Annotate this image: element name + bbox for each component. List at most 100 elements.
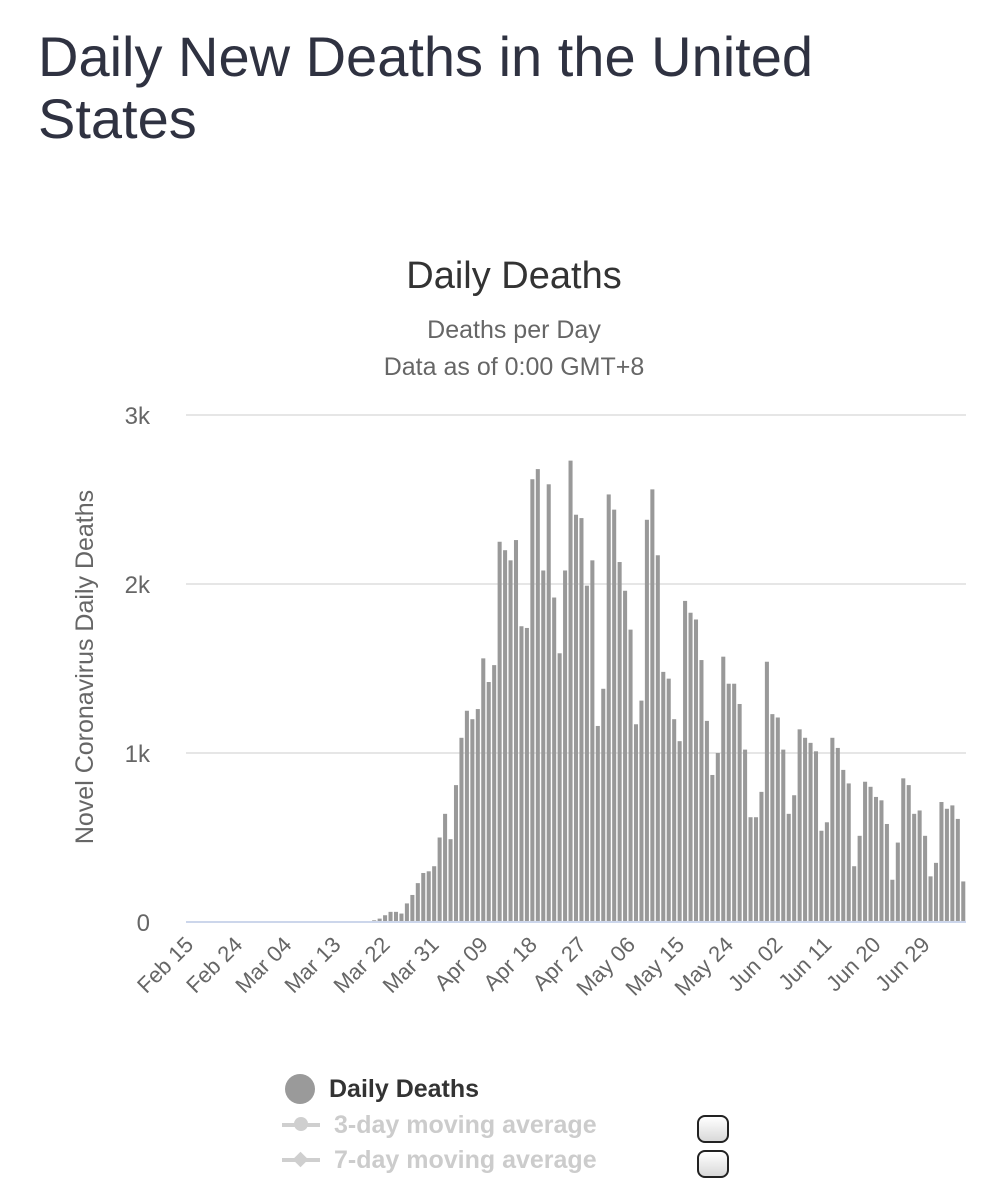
bar[interactable]: [830, 737, 835, 922]
bar[interactable]: [508, 560, 513, 922]
bar[interactable]: [590, 560, 595, 922]
bar[interactable]: [835, 747, 840, 922]
bar[interactable]: [399, 913, 404, 922]
bar[interactable]: [917, 810, 922, 922]
bar[interactable]: [655, 555, 660, 922]
bar[interactable]: [693, 619, 699, 922]
legend-item-daily-deaths[interactable]: Daily Deaths: [282, 1072, 479, 1106]
bar[interactable]: [639, 700, 644, 922]
bar[interactable]: [699, 660, 704, 922]
bar[interactable]: [944, 808, 949, 922]
bar[interactable]: [470, 719, 475, 922]
bar[interactable]: [852, 866, 857, 922]
bar[interactable]: [688, 612, 693, 922]
bar[interactable]: [388, 911, 393, 922]
bar[interactable]: [683, 600, 688, 922]
bar[interactable]: [448, 839, 453, 922]
bar[interactable]: [661, 671, 666, 922]
bar[interactable]: [890, 879, 895, 922]
bar[interactable]: [704, 720, 709, 922]
bar[interactable]: [623, 590, 628, 922]
bar[interactable]: [633, 724, 639, 922]
bar[interactable]: [481, 658, 486, 922]
bar[interactable]: [781, 749, 786, 922]
bar[interactable]: [606, 494, 611, 922]
bar[interactable]: [519, 626, 524, 922]
bar[interactable]: [732, 683, 737, 922]
bar[interactable]: [786, 813, 791, 922]
bar[interactable]: [437, 837, 442, 923]
bar[interactable]: [628, 629, 633, 922]
bar[interactable]: [573, 514, 579, 922]
bar[interactable]: [415, 883, 420, 922]
bar[interactable]: [459, 737, 464, 922]
bar[interactable]: [737, 703, 742, 922]
bar[interactable]: [873, 796, 879, 922]
checkbox-3-day-moving-average[interactable]: [697, 1115, 729, 1143]
bar[interactable]: [568, 460, 573, 922]
bar[interactable]: [486, 682, 491, 922]
bar[interactable]: [421, 872, 426, 922]
bar[interactable]: [475, 709, 480, 922]
bar[interactable]: [868, 786, 873, 922]
bar[interactable]: [672, 719, 677, 922]
bar[interactable]: [901, 778, 906, 922]
bar[interactable]: [743, 749, 748, 922]
bar[interactable]: [726, 683, 731, 922]
bar[interactable]: [497, 541, 502, 922]
bar[interactable]: [797, 729, 802, 922]
bar[interactable]: [677, 741, 682, 922]
bar[interactable]: [770, 714, 775, 922]
bar[interactable]: [764, 661, 769, 922]
bar[interactable]: [579, 518, 584, 922]
bar[interactable]: [906, 785, 911, 922]
bar[interactable]: [666, 678, 671, 922]
bar[interactable]: [443, 813, 448, 922]
bar[interactable]: [792, 795, 797, 922]
bar[interactable]: [846, 783, 851, 922]
bar[interactable]: [824, 822, 829, 922]
checkbox-7-day-moving-average[interactable]: [697, 1150, 729, 1178]
bar[interactable]: [863, 781, 868, 922]
bar[interactable]: [464, 710, 469, 922]
bar[interactable]: [775, 717, 780, 922]
bar[interactable]: [410, 894, 415, 922]
bar[interactable]: [955, 818, 960, 922]
bar[interactable]: [612, 509, 617, 922]
bar[interactable]: [404, 903, 409, 922]
bar[interactable]: [644, 519, 649, 922]
bar[interactable]: [939, 802, 944, 922]
bar[interactable]: [841, 769, 846, 922]
bar[interactable]: [895, 842, 900, 922]
bar[interactable]: [950, 805, 955, 922]
bar[interactable]: [961, 881, 966, 922]
bar[interactable]: [857, 835, 862, 922]
bar[interactable]: [710, 774, 715, 922]
bar[interactable]: [595, 725, 600, 922]
bar[interactable]: [715, 753, 720, 922]
bar[interactable]: [503, 550, 508, 922]
bar[interactable]: [563, 570, 568, 922]
bar[interactable]: [617, 562, 622, 922]
bar[interactable]: [819, 830, 824, 922]
bar[interactable]: [923, 835, 928, 922]
bar[interactable]: [513, 540, 519, 922]
legend-item-7-day-moving-average[interactable]: 7-day moving average: [282, 1143, 597, 1177]
bar[interactable]: [432, 866, 437, 922]
bar[interactable]: [879, 800, 884, 922]
bar[interactable]: [383, 915, 388, 922]
bar[interactable]: [601, 688, 606, 922]
legend-item-3-day-moving-average[interactable]: 3-day moving average: [282, 1108, 597, 1142]
bar[interactable]: [546, 484, 551, 922]
bar[interactable]: [808, 742, 813, 922]
bar[interactable]: [492, 665, 497, 922]
bar[interactable]: [426, 871, 431, 922]
bar[interactable]: [584, 585, 589, 922]
bar[interactable]: [552, 597, 557, 922]
bar[interactable]: [928, 876, 933, 922]
bar[interactable]: [530, 479, 535, 922]
bar[interactable]: [535, 469, 540, 922]
bar[interactable]: [557, 653, 562, 922]
bar[interactable]: [650, 489, 655, 922]
bar[interactable]: [813, 751, 819, 922]
